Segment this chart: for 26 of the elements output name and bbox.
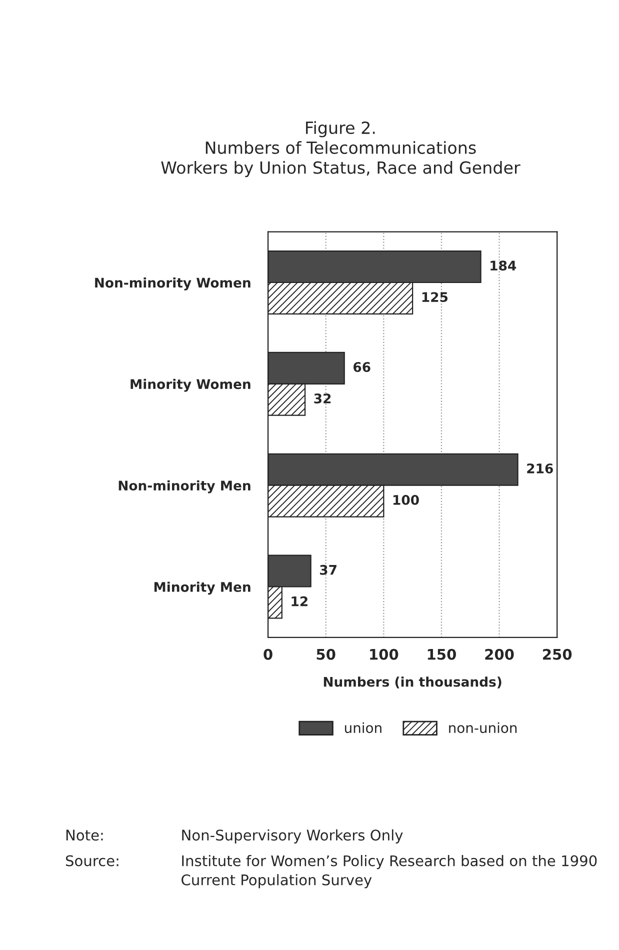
data-label: 100 (393, 494, 419, 505)
data-label: 32 (314, 393, 331, 404)
legend-label: union (344, 722, 382, 734)
y-tick-label: Minority Women (130, 378, 250, 392)
x-tick-label: 250 (543, 648, 572, 660)
text: Institute for Women’s Policy Research based on the 1990 Current Population Survey (182, 855, 597, 888)
data-label: 37 (320, 564, 336, 575)
y-tick-label: Non-minority Women (95, 277, 250, 290)
x-tick-label: 50 (316, 648, 336, 660)
text: Non-Supervisory Workers Only (182, 829, 403, 844)
source-note: Source: (66, 855, 118, 866)
legend-label: non-union (449, 722, 517, 734)
y-tick-label: Non-minority Men (118, 480, 250, 494)
x-axis-title: Numbers (in thousands) (324, 676, 502, 688)
data-label: 66 (353, 362, 370, 372)
x-tick-label: 200 (485, 648, 514, 660)
data-label: 125 (422, 292, 448, 302)
text: Note: (66, 830, 103, 841)
x-tick-label: 0 (264, 648, 272, 660)
data-label: 216 (527, 463, 553, 474)
x-tick-label: 100 (370, 648, 398, 660)
chart-title: Figure 2. Numbers of Telecommunications Workers by Union Status, Race and Gender (161, 121, 520, 178)
data-label: 184 (490, 260, 516, 271)
x-tick-label: 150 (428, 648, 456, 660)
data-label: 12 (292, 596, 308, 606)
y-tick-label: Minority Men (154, 582, 250, 595)
